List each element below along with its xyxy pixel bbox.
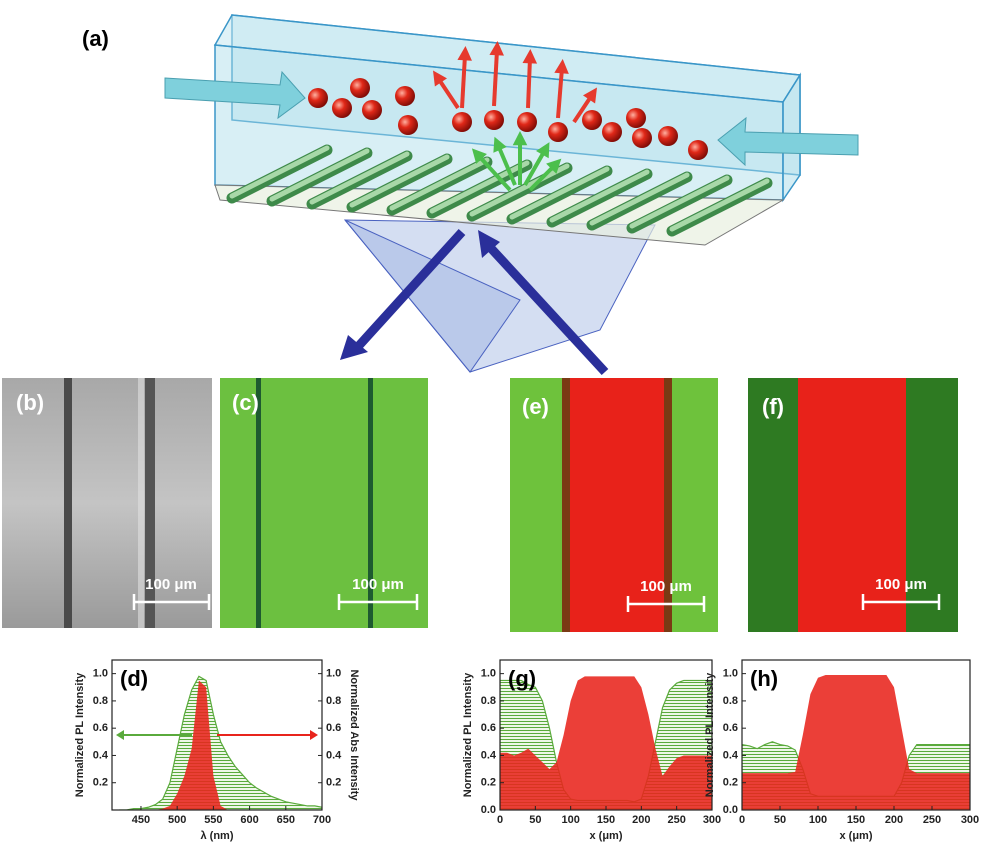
molecule bbox=[308, 88, 328, 108]
tick-label: 150 bbox=[847, 814, 865, 826]
tick-label: 0 bbox=[739, 814, 745, 826]
tick-label: 0.4 bbox=[93, 749, 109, 761]
molecule bbox=[626, 108, 646, 128]
panel-label: (a) bbox=[82, 26, 109, 51]
tick-label: 200 bbox=[632, 814, 650, 826]
tick-label: 300 bbox=[961, 814, 979, 826]
tick-label: 100 bbox=[561, 814, 579, 826]
scale-bar-label: 100 μm bbox=[352, 576, 404, 593]
y2-axis-label: Normalized Abs Intensity bbox=[348, 669, 360, 801]
tick-label: 0.0 bbox=[723, 804, 738, 816]
schematic: (a) bbox=[82, 15, 858, 372]
tick-label: 0.2 bbox=[723, 777, 738, 789]
tick-label: 0.6 bbox=[481, 722, 496, 734]
panel-label: (h) bbox=[750, 666, 778, 691]
tick-label: 0.2 bbox=[481, 777, 496, 789]
arrow bbox=[528, 58, 530, 108]
scale-bar-label: 100 μm bbox=[145, 576, 197, 593]
scale-bar-label: 100 μm bbox=[875, 576, 927, 593]
molecule bbox=[658, 126, 678, 146]
tick-label: 1.0 bbox=[723, 668, 738, 680]
molecule bbox=[632, 128, 652, 148]
molecule bbox=[602, 122, 622, 142]
tick-label: 1.0 bbox=[326, 668, 341, 680]
tick-label: 0.8 bbox=[481, 695, 496, 707]
panel-label: (e) bbox=[522, 394, 549, 419]
tick-label: 150 bbox=[597, 814, 615, 826]
panel-label: (d) bbox=[120, 666, 148, 691]
area bbox=[119, 676, 322, 810]
molecule bbox=[688, 140, 708, 160]
axis-arrow-head bbox=[310, 730, 318, 740]
scale-bar-label: 100 μm bbox=[640, 578, 692, 595]
tick-label: 0.4 bbox=[723, 749, 739, 761]
tick-label: 450 bbox=[132, 814, 150, 826]
tick-label: 700 bbox=[313, 814, 331, 826]
panel-label: (f) bbox=[762, 394, 784, 419]
tick-label: 0.6 bbox=[93, 722, 108, 734]
axis-arrow-head bbox=[116, 730, 124, 740]
chart: 0 50 100 150 200 250 300 0.0 0.2 0.4 0.6 0.8 1.0 x (μ… bbox=[462, 660, 721, 842]
tick-label: 0.2 bbox=[326, 777, 341, 789]
tick-label: 0.6 bbox=[723, 722, 738, 734]
tick-label: 0 bbox=[497, 814, 503, 826]
tick-label: 0.4 bbox=[481, 749, 497, 761]
tick-label: 250 bbox=[923, 814, 941, 826]
tick-label: 500 bbox=[168, 814, 186, 826]
tick-label: 250 bbox=[667, 814, 685, 826]
tick-label: 0.2 bbox=[93, 777, 108, 789]
tick-label: 100 bbox=[809, 814, 827, 826]
tick-label: 0.6 bbox=[326, 722, 341, 734]
tick-label: 300 bbox=[703, 814, 721, 826]
molecule bbox=[332, 98, 352, 118]
panel-label: (b) bbox=[16, 390, 44, 415]
y-axis-label: Normalized PL Intensity bbox=[74, 672, 86, 797]
molecule bbox=[395, 86, 415, 106]
tick-label: 50 bbox=[529, 814, 541, 826]
molecule bbox=[582, 110, 602, 130]
tick-label: 1.0 bbox=[93, 668, 108, 680]
molecule bbox=[350, 78, 370, 98]
x-axis-label: x (μm) bbox=[839, 830, 872, 842]
molecule bbox=[398, 115, 418, 135]
tick-label: 0.8 bbox=[93, 695, 108, 707]
molecule bbox=[452, 112, 472, 132]
y-axis-label: Normalized PL Intensity bbox=[462, 672, 474, 797]
panel-label: (c) bbox=[232, 390, 259, 415]
molecule bbox=[548, 122, 568, 142]
tick-label: 550 bbox=[204, 814, 222, 826]
panel-label: (g) bbox=[508, 666, 536, 691]
tick-label: 1.0 bbox=[481, 668, 496, 680]
tick-label: 0.0 bbox=[481, 804, 496, 816]
y-axis-label: Normalized PL Intensity bbox=[704, 672, 716, 797]
tick-label: 600 bbox=[240, 814, 258, 826]
figure: (a) (b) (c) (e) (f) 100 μm 100 μm 100 μm… bbox=[0, 0, 985, 849]
molecule bbox=[484, 110, 504, 130]
molecule bbox=[362, 100, 382, 120]
x-axis-label: x (μm) bbox=[589, 830, 622, 842]
tick-label: 50 bbox=[774, 814, 786, 826]
x-axis-label: λ (nm) bbox=[201, 830, 234, 842]
tick-label: 0.8 bbox=[326, 695, 341, 707]
tick-label: 0.8 bbox=[723, 695, 738, 707]
tick-label: 200 bbox=[885, 814, 903, 826]
tick-label: 650 bbox=[277, 814, 295, 826]
molecule bbox=[517, 112, 537, 132]
chart: 450 500 550 600 650 700 0.2 0.4 0.6 0.8 1.0 0.2 0.4 0… bbox=[74, 660, 360, 842]
tick-label: 0.4 bbox=[326, 749, 342, 761]
area bbox=[742, 675, 970, 810]
